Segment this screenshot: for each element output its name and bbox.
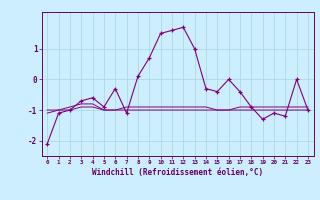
- X-axis label: Windchill (Refroidissement éolien,°C): Windchill (Refroidissement éolien,°C): [92, 168, 263, 177]
